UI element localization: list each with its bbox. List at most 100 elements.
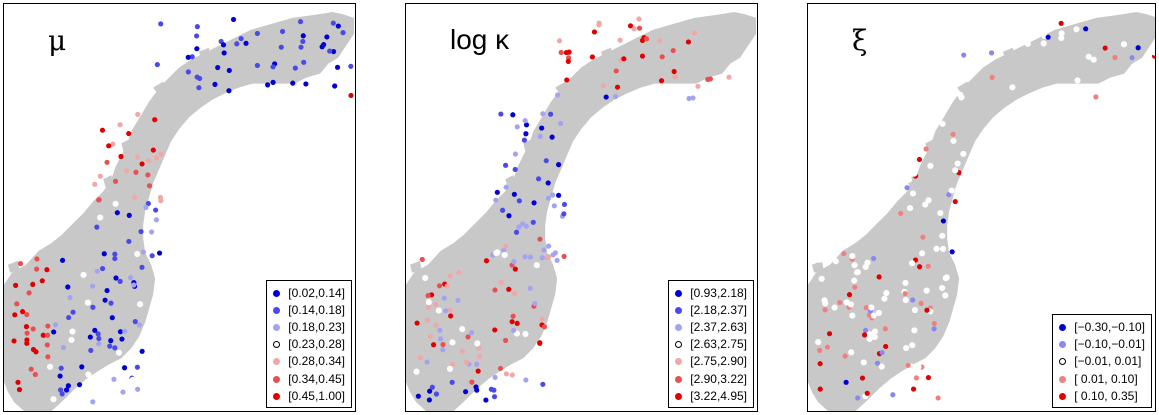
station-point	[106, 143, 112, 149]
island	[409, 260, 422, 273]
legend-entry: [ 0.10, 0.35]	[1059, 388, 1145, 405]
legend-entry: [0.18,0.23]	[273, 319, 345, 336]
station-point	[549, 134, 555, 140]
station-point	[97, 173, 103, 179]
station-point	[99, 265, 106, 272]
station-point	[139, 348, 145, 354]
station-point	[1083, 26, 1089, 32]
station-point	[153, 217, 159, 223]
station-point	[523, 131, 529, 137]
station-point	[870, 312, 877, 319]
station-point	[68, 336, 75, 344]
station-point	[905, 176, 913, 183]
station-point	[440, 341, 446, 348]
station-point	[483, 258, 490, 264]
station-point	[564, 77, 570, 83]
station-point	[331, 48, 337, 55]
station-point	[292, 65, 298, 71]
station-point	[501, 247, 507, 254]
station-point	[512, 166, 518, 173]
station-point	[298, 44, 304, 50]
station-point	[503, 243, 509, 249]
station-point	[113, 275, 119, 281]
station-point	[1112, 54, 1118, 61]
station-point	[503, 184, 509, 190]
island	[103, 175, 114, 188]
station-point	[17, 261, 24, 267]
station-point	[469, 379, 475, 385]
station-point	[348, 92, 354, 99]
legend-marker	[273, 358, 281, 366]
station-point	[516, 198, 522, 204]
island	[600, 47, 613, 58]
station-point	[866, 335, 873, 343]
island	[577, 69, 589, 82]
station-point	[544, 255, 550, 261]
station-point	[134, 154, 141, 160]
station-point	[491, 394, 498, 400]
station-point	[58, 365, 64, 371]
station-point	[509, 372, 515, 378]
station-point	[636, 25, 643, 31]
station-point	[449, 339, 456, 346]
station-point	[627, 23, 634, 29]
station-point	[455, 297, 461, 303]
island	[979, 69, 991, 82]
station-point	[935, 395, 941, 401]
station-point	[132, 319, 138, 325]
station-point	[1058, 34, 1065, 42]
station-point	[603, 94, 609, 100]
legend-entry: [0.28,0.34]	[273, 353, 345, 370]
station-point	[909, 342, 916, 349]
station-point	[119, 336, 125, 342]
legend-marker	[1059, 392, 1067, 400]
station-point	[335, 23, 341, 29]
legend-entry: [−0.30,−0.10]	[1059, 319, 1145, 336]
station-point	[297, 19, 304, 25]
legend-marker	[675, 306, 683, 314]
station-point	[66, 314, 72, 321]
station-point	[550, 192, 556, 198]
station-point	[686, 95, 692, 102]
station-point	[1129, 55, 1135, 61]
station-point	[494, 189, 500, 195]
station-point	[76, 382, 83, 388]
station-point	[196, 85, 202, 91]
station-point	[656, 38, 663, 44]
station-point	[925, 197, 932, 204]
station-point	[127, 274, 134, 281]
panel-title: μ	[48, 24, 67, 57]
station-point	[589, 54, 595, 60]
station-point	[463, 389, 469, 395]
station-point	[265, 82, 271, 88]
station-point	[565, 58, 571, 64]
station-point	[488, 386, 494, 392]
station-point	[19, 309, 26, 315]
station-point	[463, 359, 470, 365]
station-point	[558, 120, 564, 127]
station-point	[868, 304, 875, 311]
station-point	[112, 345, 118, 351]
station-point	[140, 249, 147, 255]
station-point	[988, 50, 995, 56]
station-point	[822, 300, 829, 307]
station-point	[535, 176, 542, 182]
station-point	[109, 315, 115, 321]
station-point	[911, 170, 918, 177]
station-point	[639, 37, 646, 44]
station-point	[726, 74, 732, 80]
station-point	[185, 54, 191, 60]
station-point	[189, 54, 195, 60]
station-point	[92, 327, 98, 333]
station-point	[919, 250, 926, 257]
norway-map	[808, 11, 1155, 411]
norway-map	[4, 11, 355, 411]
station-point	[943, 274, 950, 281]
station-point	[539, 125, 545, 131]
legend-entry: [2.18,2.37]	[675, 302, 747, 319]
station-point	[909, 190, 917, 197]
station-point	[554, 257, 560, 263]
station-point	[154, 62, 160, 68]
legend-entry: [0.34,0.45]	[273, 371, 345, 388]
station-point	[15, 379, 21, 385]
